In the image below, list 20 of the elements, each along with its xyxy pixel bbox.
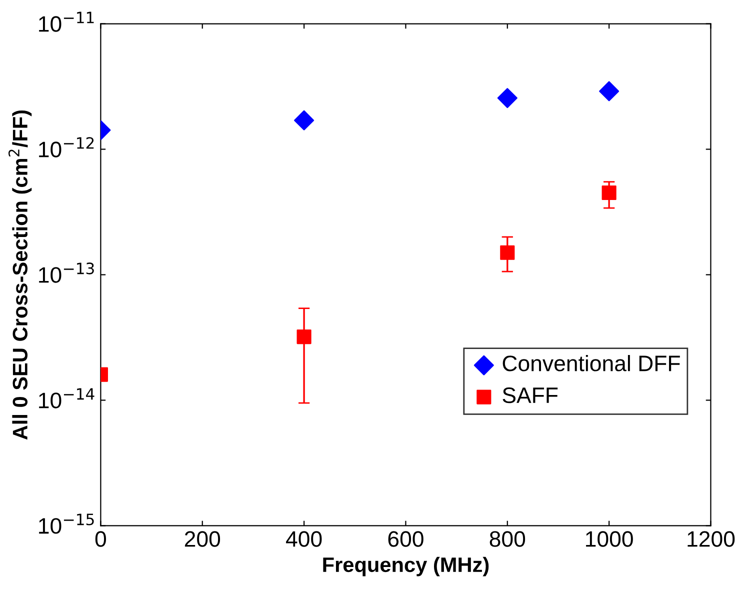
y-tick-label: 10$^{−13}$: [39, 262, 94, 283]
x-tick-label: 200: [184, 531, 220, 547]
point: [500, 245, 515, 260]
x-tick-label: 1200: [688, 531, 735, 547]
y-tick-label: 10$^{−15}$: [39, 514, 94, 534]
y-axis-title: All 0 SEU Cross-Section (cm$^{2}$/FF): [8, 110, 32, 440]
x-tick-label: 600: [388, 531, 424, 547]
x-tick-label: 0: [95, 531, 106, 547]
x-tick-label: 1000: [586, 531, 633, 547]
y-tick-label: 10$^{−12}$: [39, 137, 94, 158]
point: [497, 88, 518, 108]
x-axis-title: Frequency (MHz): [323, 556, 489, 576]
x-tick-label: 800: [490, 531, 526, 547]
point: [599, 81, 620, 102]
legend-label: Conventional DFF: [502, 354, 680, 372]
legend-label: SAFF: [502, 387, 558, 404]
x-tick-label: 400: [286, 531, 322, 547]
point: [602, 185, 616, 200]
y-tick-label: 10$^{−14}$: [39, 388, 94, 408]
y-tick-label: 10$^{−11}$: [39, 12, 94, 32]
